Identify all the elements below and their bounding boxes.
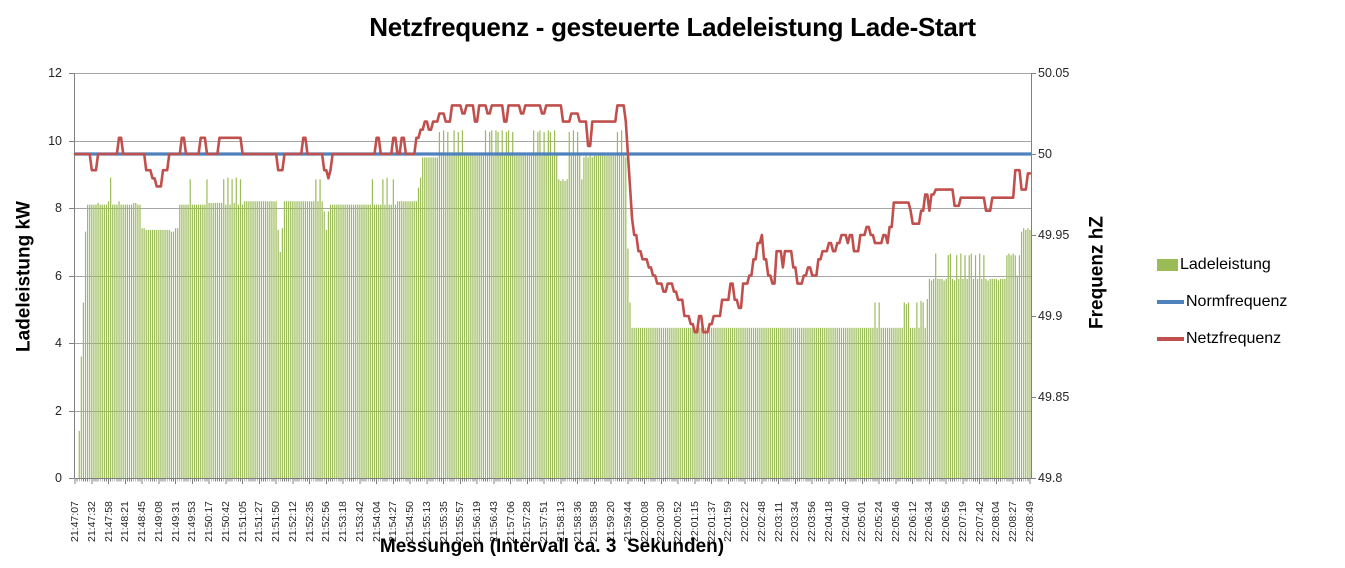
x-axis-tick-label: 21:55:35 bbox=[437, 501, 450, 542]
x-axis-tick-label: 21:49:08 bbox=[152, 501, 165, 542]
x-axis-tick-label: 21:57:28 bbox=[521, 501, 534, 542]
line-swatch-icon bbox=[1157, 300, 1184, 304]
x-axis-tick-label: 21:49:31 bbox=[169, 501, 182, 542]
x-axis-tick-label: 22:04:40 bbox=[839, 501, 852, 542]
x-axis-tick-label: 21:54:50 bbox=[404, 501, 417, 542]
x-axis-tick-label: 22:08:49 bbox=[1024, 501, 1036, 542]
x-axis-tick-label: 21:51:50 bbox=[270, 501, 283, 542]
line-swatch-icon bbox=[1157, 337, 1184, 341]
legend-label: Ladeleistung bbox=[1180, 256, 1271, 273]
axes bbox=[69, 73, 1036, 484]
left-axis-tick-label: 6 bbox=[55, 268, 62, 283]
x-axis-tick-label: 22:03:34 bbox=[789, 501, 802, 542]
x-axis-tick-label: 22:05:46 bbox=[889, 501, 902, 542]
left-axis-tick-label: 10 bbox=[48, 133, 62, 148]
x-axis-tick-label: 22:01:37 bbox=[705, 501, 718, 542]
right-axis-tick-label: 49.95 bbox=[1038, 228, 1070, 242]
left-axis-tick-label: 8 bbox=[55, 201, 62, 215]
x-axis-tick-label: 21:58:58 bbox=[588, 501, 601, 542]
netzfrequenz-line bbox=[73, 104, 1032, 334]
left-axis-title: Ladeleistung kW bbox=[13, 201, 35, 352]
x-axis-tick-label: 21:55:13 bbox=[420, 501, 433, 542]
right-axis-tick-label: 49.8 bbox=[1038, 471, 1063, 485]
x-axis-tick-label: 21:48:21 bbox=[119, 501, 132, 542]
x-axis-title: Messungen (Intervall ca. 3 Sekunden) bbox=[379, 536, 725, 557]
x-axis-tick-label: 22:07:42 bbox=[973, 501, 986, 542]
legend-item-normfrequenz: Normfrequenz bbox=[1157, 291, 1287, 313]
x-axis-tick-label: 22:01:59 bbox=[722, 501, 735, 542]
x-axis-tick-label: 22:05:24 bbox=[873, 501, 886, 542]
x-axis-tick-label: 21:49:53 bbox=[186, 501, 199, 542]
right-axis-tick-label: 50 bbox=[1038, 147, 1052, 161]
ladeleistung-bars bbox=[78, 130, 1031, 479]
legend-item-netzfrequenz: Netzfrequenz bbox=[1157, 328, 1287, 350]
x-axis-tick-label: 22:01:15 bbox=[688, 501, 701, 542]
x-axis-tick-label: 21:58:36 bbox=[571, 501, 584, 542]
bar-swatch-icon bbox=[1157, 259, 1178, 271]
left-axis-tick-label: 2 bbox=[55, 403, 62, 418]
x-axis-tick-label: 22:03:56 bbox=[806, 501, 819, 542]
left-axis-tick-label: 4 bbox=[55, 336, 62, 350]
x-axis-tick-label: 21:50:17 bbox=[203, 501, 216, 542]
x-axis-tick-label: 21:56:43 bbox=[487, 501, 500, 542]
chart-title: Netzfrequenz - gesteuerte Ladeleistung L… bbox=[369, 12, 976, 42]
x-axis-tick-label: 21:52:35 bbox=[303, 501, 316, 542]
x-axis-tick-label: 21:47:58 bbox=[102, 501, 115, 542]
x-axis-tick-label: 22:06:12 bbox=[906, 501, 919, 542]
right-axis-tick-label: 49.9 bbox=[1038, 309, 1063, 323]
x-axis-tick-label: 22:02:22 bbox=[739, 501, 752, 542]
x-axis-tick-label: 21:59:44 bbox=[621, 501, 634, 542]
x-axis-tick-label: 21:51:27 bbox=[253, 501, 266, 542]
x-axis-tick-label: 21:55:57 bbox=[454, 501, 467, 542]
x-axis-tick-label: 22:07:19 bbox=[956, 501, 969, 542]
x-axis-tick-label: 22:00:08 bbox=[638, 501, 651, 542]
x-axis-tick-label: 21:53:42 bbox=[353, 501, 366, 542]
x-axis-tick-label: 22:02:48 bbox=[755, 501, 768, 542]
x-axis-tick-label: 21:47:07 bbox=[69, 501, 81, 542]
x-axis-tick-label: 22:04:18 bbox=[822, 501, 835, 542]
left-axis-tick-label: 12 bbox=[48, 66, 62, 80]
x-axis-tick-label: 21:57:06 bbox=[504, 501, 517, 542]
x-axis-tick-label: 22:06:56 bbox=[940, 501, 953, 542]
right-axis-tick-label: 50.05 bbox=[1038, 66, 1070, 80]
x-axis-tick-label: 21:51:05 bbox=[236, 501, 249, 542]
x-axis-tick-label: 22:05:01 bbox=[856, 501, 869, 542]
legend-item-ladeleistung: Ladeleistung bbox=[1157, 254, 1287, 276]
x-axis-tick-label: 22:06:34 bbox=[923, 501, 936, 542]
x-axis-tick-label: 21:48:45 bbox=[136, 501, 149, 542]
x-axis-tick-label: 21:54:04 bbox=[370, 501, 383, 542]
x-axis-tick-label: 21:57:51 bbox=[538, 501, 551, 542]
x-axis-tick-label: 21:59:20 bbox=[605, 501, 618, 542]
x-axis-tick-label: 21:52:56 bbox=[320, 501, 333, 542]
x-axis-tick-label: 22:08:04 bbox=[990, 501, 1003, 542]
x-axis-tick-label: 21:54:27 bbox=[387, 501, 400, 542]
x-axis-tick-label: 22:03:11 bbox=[772, 501, 785, 542]
x-axis-tick-label: 22:08:27 bbox=[1007, 501, 1020, 542]
x-axis-tick-label: 21:53:18 bbox=[337, 501, 350, 542]
legend: Ladeleistung Normfrequenz Netzfrequenz bbox=[1157, 254, 1287, 365]
x-axis-tick-label: 21:50:42 bbox=[219, 501, 232, 542]
x-axis-tick-label: 21:52:12 bbox=[286, 501, 299, 542]
x-axis-tick-label: 22:00:30 bbox=[655, 501, 668, 542]
x-axis-tick-label: 22:00:52 bbox=[672, 501, 685, 542]
legend-label: Normfrequenz bbox=[1186, 293, 1288, 310]
x-axis-tick-label: 21:47:32 bbox=[85, 501, 98, 542]
left-axis-tick-label: 0 bbox=[55, 471, 62, 485]
legend-label: Netzfrequenz bbox=[1186, 330, 1282, 347]
x-axis-tick-label: 21:58:13 bbox=[554, 501, 567, 542]
x-axis-tick-label: 21:56:19 bbox=[471, 501, 484, 542]
right-axis-tick-label: 49.85 bbox=[1038, 390, 1070, 404]
right-axis-title: Frequenz hZ bbox=[1086, 216, 1108, 329]
